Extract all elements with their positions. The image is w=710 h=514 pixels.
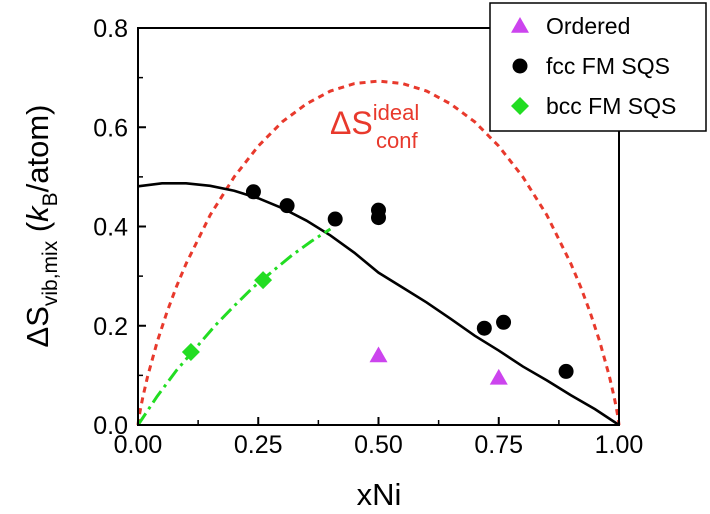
fcc-fit-curve — [137, 182, 620, 427]
x-tick-label: 0.50 — [354, 431, 403, 459]
y-axis-title-subscript: vib,mix — [39, 240, 62, 306]
y-tick-label: 0.8 — [93, 15, 128, 43]
legend-ordered-label: Ordered — [546, 13, 630, 39]
fcc-point — [476, 320, 492, 336]
bcc-fit-curve — [136, 227, 332, 426]
y-axis-title-unit-sub: B — [39, 192, 62, 206]
ideal-curve-label: ΔSideal conf — [330, 100, 419, 153]
ordered-point — [369, 346, 388, 363]
fcc-point — [558, 363, 574, 379]
y-axis-title-unit-rest: /atom) — [20, 104, 55, 192]
legend: Ordered fcc FM SQS bcc FM SQS — [489, 2, 707, 132]
bcc-point — [254, 271, 273, 290]
y-tick-label: 0.2 — [93, 313, 128, 341]
ideal-curve-label-sub: conf — [376, 128, 418, 153]
ideal-curve-label-sup: ideal — [373, 100, 419, 125]
y-axis: 0.0 0.2 0.4 0.6 0.8 — [93, 15, 146, 440]
y-tick-label: 0.4 — [93, 214, 128, 242]
legend-fcc-label: fcc FM SQS — [546, 53, 670, 79]
fcc-point — [245, 184, 261, 200]
y-axis-title-prefix: ΔS — [20, 306, 55, 347]
x-axis-title: xNi — [357, 477, 402, 512]
bcc-point — [181, 343, 200, 362]
legend-ordered-marker — [511, 17, 529, 33]
x-tick-label: 0.25 — [234, 431, 283, 459]
fcc-point — [496, 314, 512, 330]
x-axis: 0.00 0.25 0.50 0.75 1.00 — [114, 417, 644, 459]
points-layer — [181, 184, 574, 385]
x-tick-label: 1.00 — [595, 431, 644, 459]
y-tick-label: 0.0 — [93, 412, 128, 440]
legend-fcc-marker — [512, 58, 528, 74]
curves-layer — [136, 79, 621, 427]
fcc-point — [327, 211, 343, 227]
fcc-point — [371, 210, 386, 226]
ideal-curve-label-main: ΔS — [330, 105, 373, 141]
legend-bcc-label: bcc FM SQS — [546, 93, 676, 119]
x-tick-label: 0.00 — [114, 431, 163, 459]
legend-bcc-marker — [511, 97, 529, 115]
y-axis-title-unit-open: ( — [20, 221, 55, 241]
y-tick-label: 0.6 — [93, 114, 128, 142]
fcc-point — [279, 198, 295, 214]
y-axis-title-unit-symbol: k — [20, 205, 55, 222]
y-axis-title: ΔSvib,mix (kB/atom) — [20, 104, 62, 347]
ordered-point — [489, 368, 508, 385]
x-tick-label: 0.75 — [474, 431, 523, 459]
